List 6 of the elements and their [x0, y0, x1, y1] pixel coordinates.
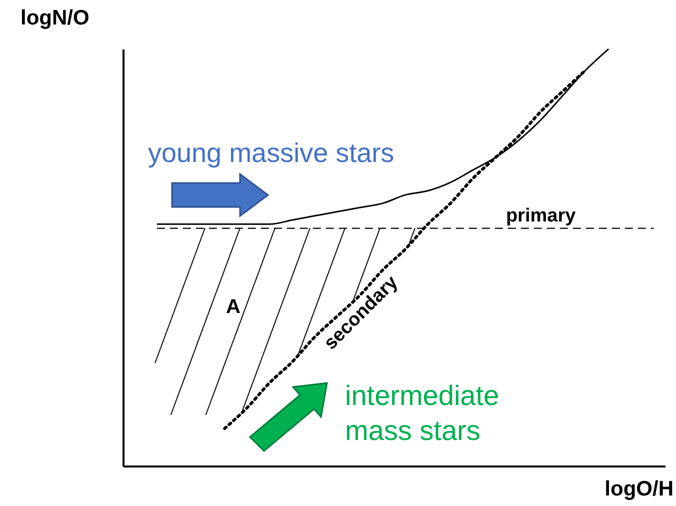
annotation: intermediate mass stars: [345, 379, 500, 448]
series-label: primary: [506, 205, 576, 226]
annotation: young massive stars: [148, 138, 394, 169]
y-axis-title: logN/O: [20, 6, 90, 30]
annotation: A: [226, 296, 240, 319]
x-axis-title: logO/H: [604, 478, 674, 500]
